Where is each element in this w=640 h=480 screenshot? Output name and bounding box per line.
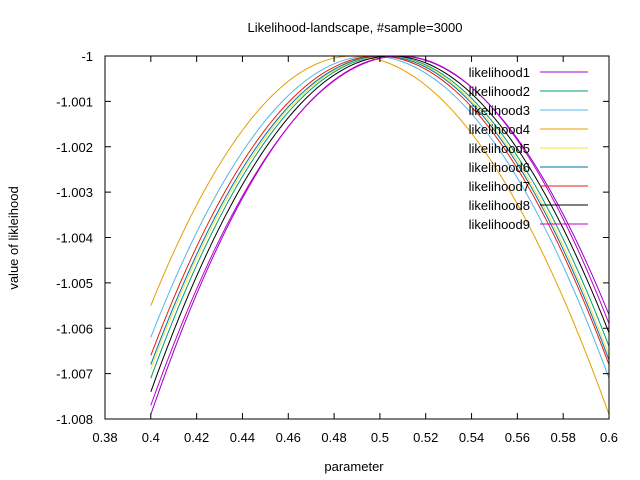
x-axis-label: parameter [324, 459, 384, 474]
y-tick-label: -1.004 [56, 231, 93, 246]
series-line-likelihood7 [150, 55, 610, 365]
y-tick-label: -1.008 [56, 412, 93, 427]
axes-layer: 0.38 0.4 0.42 0.44 0.46 0.48 0.5 0.52 0.54 0.56 0.… [56, 49, 618, 445]
legend-label-likelihood1: likelihood1 [469, 65, 530, 80]
legend-label-likelihood5: likelihood5 [469, 141, 530, 156]
y-tick-label: -1.001 [56, 94, 93, 109]
series-line-likelihood9 [150, 55, 610, 406]
y-tick-label: -1.005 [56, 276, 93, 291]
legend-label-likelihood2: likelihood2 [469, 84, 530, 99]
series-line-likelihood5 [150, 55, 610, 370]
legend-label-likelihood9: likelihood9 [469, 217, 530, 232]
x-tick-label: 0.6 [600, 430, 618, 445]
legend-label-likelihood8: likelihood8 [469, 198, 530, 213]
x-tick-label: 0.44 [230, 430, 255, 445]
y-tick-label: -1 [81, 49, 93, 64]
legend-label-likelihood7: likelihood7 [469, 179, 530, 194]
x-tick-label: 0.42 [184, 430, 209, 445]
legend-label-likelihood6: likelihood6 [469, 160, 530, 175]
x-tick-label: 0.54 [459, 430, 484, 445]
y-axis-label: value of likleihood [6, 186, 21, 289]
chart-title: Likelihood-landscape, #sample=3000 [247, 20, 462, 35]
legend: likelihood1 likelihood2 likelihood3 likelih… [469, 65, 588, 232]
x-tick-label: 0.58 [551, 430, 576, 445]
x-tick-label: 0.52 [413, 430, 438, 445]
series-line-likelihood2 [150, 55, 610, 379]
y-tick-label: -1.002 [56, 140, 93, 155]
y-tick-label: -1.003 [56, 185, 93, 200]
x-tick-label: 0.46 [276, 430, 301, 445]
x-tick-label: 0.5 [371, 430, 389, 445]
x-tick-label: 0.48 [321, 430, 346, 445]
y-tick-label: -1.007 [56, 367, 93, 382]
x-tick-label: 0.38 [92, 430, 117, 445]
series-line-likelihood6 [150, 55, 610, 365]
legend-label-likelihood3: likelihood3 [469, 103, 530, 118]
legend-label-likelihood4: likelihood4 [469, 122, 530, 137]
x-tick-label: 0.56 [505, 430, 530, 445]
x-tick-label: 0.4 [142, 430, 160, 445]
y-tick-label: -1.006 [56, 321, 93, 336]
